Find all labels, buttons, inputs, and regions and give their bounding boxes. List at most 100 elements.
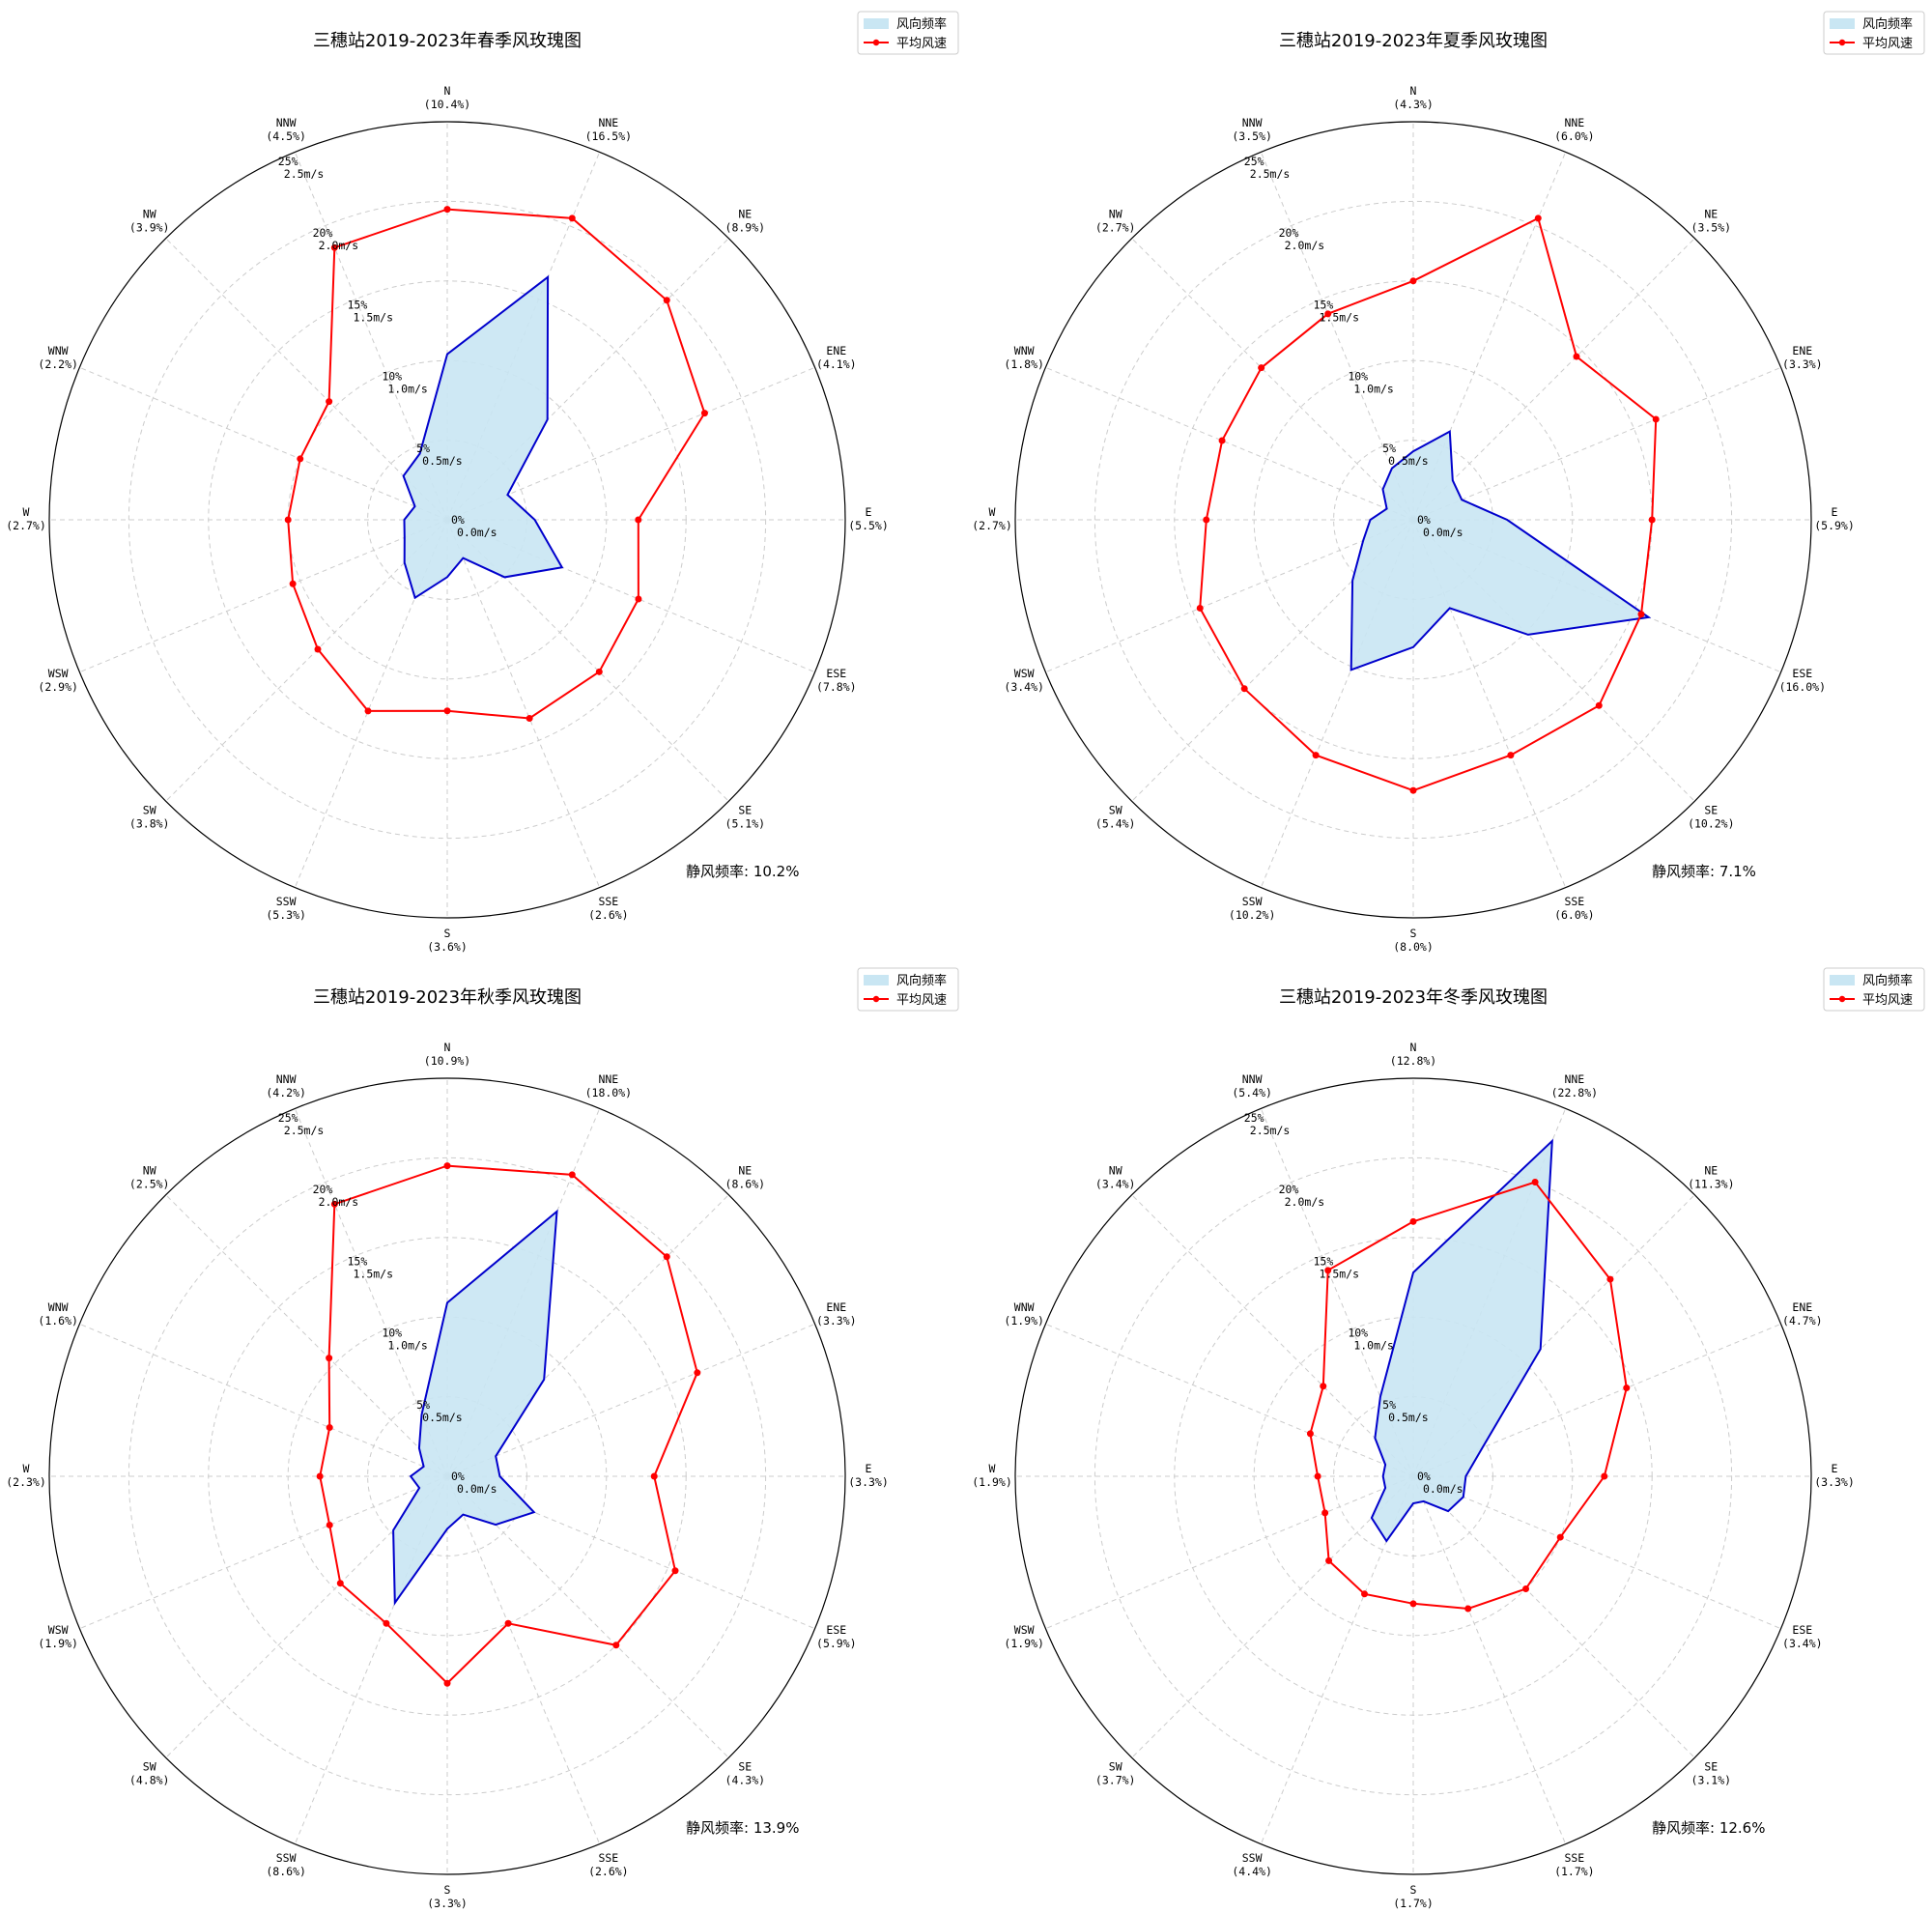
direction-label: W(2.3%) xyxy=(6,1462,46,1489)
direction-frequency: (3.3%) xyxy=(1814,1475,1855,1489)
direction-label: ENE(4.7%) xyxy=(1782,1300,1823,1328)
speed-point xyxy=(1409,277,1417,285)
direction-name: E xyxy=(866,1462,872,1475)
grid-spoke xyxy=(446,238,729,521)
direction-name: N xyxy=(1410,84,1417,98)
direction-name: N xyxy=(444,1041,451,1054)
direction-frequency: (3.8%) xyxy=(129,816,170,830)
direction-label: SSW(10.2%) xyxy=(1229,895,1275,922)
grid-spoke xyxy=(79,519,448,673)
direction-name: SE xyxy=(738,803,752,816)
direction-frequency: (5.9%) xyxy=(1814,519,1855,532)
direction-label: SW(5.4%) xyxy=(1095,803,1136,830)
direction-name: ESE xyxy=(1792,667,1812,680)
legend-freq-swatch xyxy=(1830,18,1855,29)
ring-speed-label: 2.0m/s xyxy=(1285,239,1325,252)
grid-spoke xyxy=(1412,1194,1695,1477)
direction-frequency: (5.3%) xyxy=(266,908,306,922)
direction-frequency: (1.9%) xyxy=(972,1475,1012,1489)
speed-point xyxy=(326,1521,333,1528)
grid-spoke xyxy=(446,519,601,888)
direction-label: ENE(3.3%) xyxy=(816,1300,857,1328)
ring-speed-label: 2.5m/s xyxy=(1250,167,1291,181)
speed-point xyxy=(383,1619,390,1627)
legend-freq-label: 风向频率 xyxy=(896,16,947,32)
polar-frame xyxy=(48,121,846,919)
direction-name: SSE xyxy=(598,895,618,908)
direction-frequency: (8.9%) xyxy=(725,221,766,235)
direction-name: WSW xyxy=(1014,1623,1035,1637)
direction-frequency: (4.8%) xyxy=(129,1773,170,1786)
direction-label: NE(8.6%) xyxy=(725,1164,766,1191)
speed-point xyxy=(364,707,372,715)
ring-speed-label: 0.5m/s xyxy=(1388,1411,1429,1424)
direction-frequency: (3.4%) xyxy=(1004,680,1044,694)
speed-point xyxy=(1324,1267,1332,1274)
grid-spoke xyxy=(446,1475,601,1844)
legend-speed-label: 平均风速 xyxy=(1862,37,1913,51)
grid-spoke xyxy=(165,238,448,521)
chart-title: 三穗站2019-2023年秋季风玫瑰图 xyxy=(313,987,582,1008)
direction-name: NNE xyxy=(598,116,618,129)
wind-rose-spring: 三穗站2019-2023年春季风玫瑰图0%0.0m/s5%0.5m/s10%1.… xyxy=(6,11,959,954)
direction-frequency: (2.5%) xyxy=(129,1178,170,1191)
direction-label: NNE(18.0%) xyxy=(585,1072,632,1099)
direction-frequency: (5.5%) xyxy=(848,519,889,532)
direction-name: WSW xyxy=(48,1623,69,1637)
speed-point xyxy=(568,1171,576,1179)
speed-point xyxy=(694,1369,701,1377)
direction-name: NNE xyxy=(598,1072,618,1086)
direction-label: WSW(1.9%) xyxy=(1004,1623,1044,1650)
polar-frame xyxy=(48,1077,846,1875)
direction-frequency: (3.6%) xyxy=(427,940,468,954)
legend-speed-label: 平均风速 xyxy=(896,37,947,51)
direction-label: SSE(2.6%) xyxy=(588,1851,629,1878)
direction-label: ENE(3.3%) xyxy=(1782,344,1823,371)
speed-point xyxy=(650,1472,658,1480)
speed-point xyxy=(443,1162,451,1170)
grid-spoke xyxy=(1045,366,1414,521)
direction-name: W xyxy=(989,1462,996,1475)
direction-frequency: (10.2%) xyxy=(1229,908,1275,922)
direction-frequency: (4.5%) xyxy=(266,129,306,143)
grid-spoke xyxy=(165,1475,448,1758)
speed-point xyxy=(1531,1178,1539,1185)
ring-freq-label: 20% xyxy=(1279,1183,1299,1196)
speed-point xyxy=(330,243,338,251)
direction-frequency: (3.1%) xyxy=(1691,1773,1732,1786)
direction-frequency: (3.3%) xyxy=(816,1314,857,1328)
direction-label: NE(3.5%) xyxy=(1691,208,1732,235)
grid-spoke xyxy=(1412,1475,1781,1630)
speed-point xyxy=(326,1424,333,1432)
legend-speed-marker xyxy=(1838,995,1846,1003)
legend-speed-marker xyxy=(1838,39,1846,46)
direction-label: NE(11.3%) xyxy=(1688,1164,1734,1191)
speed-point xyxy=(1325,1556,1333,1564)
grid-spoke xyxy=(446,1108,601,1477)
direction-label: E(5.5%) xyxy=(848,505,889,532)
polar-frame xyxy=(1014,1077,1812,1875)
ring-speed-label: 1.0m/s xyxy=(387,1339,428,1353)
direction-name: NNW xyxy=(276,116,297,129)
direction-frequency: (4.7%) xyxy=(1782,1314,1823,1328)
direction-name: ENE xyxy=(826,344,846,357)
direction-frequency: (18.0%) xyxy=(585,1086,632,1099)
direction-name: WSW xyxy=(48,667,69,680)
speed-point xyxy=(316,1472,324,1480)
speed-point xyxy=(1320,1383,1327,1390)
direction-frequency: (10.2%) xyxy=(1688,816,1734,830)
legend-freq-label: 风向频率 xyxy=(1862,973,1913,988)
direction-label: SSW(4.4%) xyxy=(1232,1851,1272,1878)
ring-speed-label: 0.0m/s xyxy=(457,526,497,539)
direction-name: SSW xyxy=(1242,895,1263,908)
direction-frequency: (3.3%) xyxy=(1782,357,1823,371)
chart-panel-spring: 三穗站2019-2023年春季风玫瑰图 0% 0.0m/s 5% 0.5m/s 10% 1.… xyxy=(0,0,966,956)
grid-spoke xyxy=(1412,519,1567,888)
direction-name: NE xyxy=(738,208,752,221)
direction-frequency: (5.4%) xyxy=(1232,1086,1272,1099)
grid-spoke xyxy=(1412,1323,1781,1477)
speed-point xyxy=(1464,1605,1472,1613)
grid-spoke xyxy=(1260,519,1414,888)
direction-frequency: (1.9%) xyxy=(38,1637,78,1650)
direction-label: WNW(1.9%) xyxy=(1004,1300,1044,1328)
